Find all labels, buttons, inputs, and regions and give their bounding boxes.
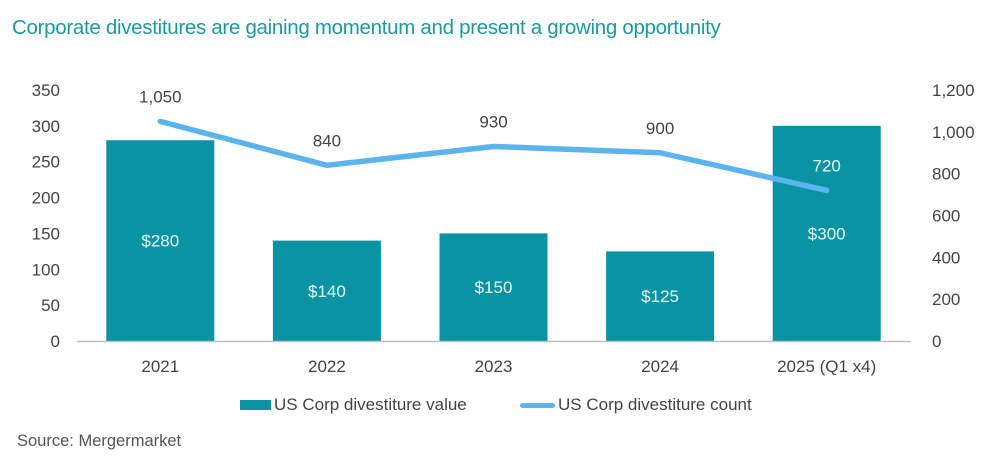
legend-label-value: US Corp divestiture value [274,395,467,414]
y-right-tick-label: 600 [932,207,960,226]
y-right-tick-label: 400 [932,248,960,267]
y-left-tick-label: 350 [32,81,60,100]
x-tick-label: 2021 [141,357,179,376]
bar-value-label: $150 [475,278,513,297]
legend-item-count: US Corp divestiture count [520,395,752,415]
count-value-label: 720 [813,156,841,175]
x-tick-label: 2022 [308,357,346,376]
bar [106,140,215,341]
y-right-tick-label: 200 [932,290,960,309]
x-tick-label: 2025 (Q1 x4) [777,357,876,376]
bar [272,240,381,341]
y-right-tick-label: 0 [932,332,941,351]
bar [772,125,881,341]
bar [439,233,548,341]
bar-value-label: $125 [641,287,679,306]
y-right-tick-label: 1,200 [932,81,975,100]
y-right-tick-label: 1,000 [932,123,975,142]
source-note: Source: Mergermarket [17,432,182,450]
x-tick-label: 2023 [475,357,513,376]
y-left-tick-label: 250 [32,153,60,172]
bar-value-label: $280 [141,232,179,251]
y-left-tick-label: 100 [32,260,60,279]
legend-item-value: US Corp divestiture value [240,395,467,415]
count-value-label: 930 [479,112,507,131]
count-value-label: 1,050 [139,87,182,106]
y-left-tick-label: 0 [51,332,60,351]
y-left-tick-label: 150 [32,224,60,243]
bar-value-label: $300 [808,224,846,243]
y-left-tick-label: 300 [32,117,60,136]
y-right-tick-label: 800 [932,165,960,184]
x-tick-label: 2024 [641,357,679,376]
count-value-label: 840 [313,131,341,150]
y-left-tick-label: 50 [41,296,60,315]
legend-label-count: US Corp divestiture count [558,395,752,414]
chart-title: Corporate divestitures are gaining momen… [12,16,721,39]
bar [606,251,715,341]
y-left-tick-label: 200 [32,189,60,208]
bar-value-label: $140 [308,282,346,301]
legend-bar-swatch [240,400,271,410]
count-value-label: 900 [646,119,674,138]
legend-line-swatch [520,402,555,408]
count-line [157,118,830,194]
